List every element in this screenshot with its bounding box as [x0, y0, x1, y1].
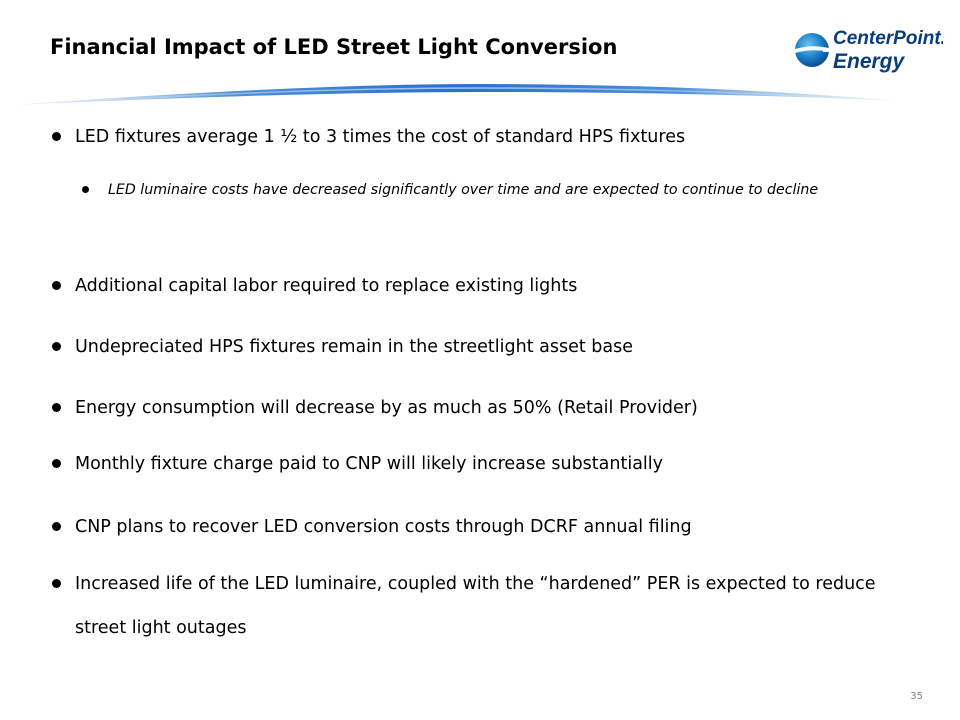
bullet-dot-icon: [52, 579, 61, 588]
centerpoint-energy-logo: CenterPoint. Energy: [795, 28, 943, 73]
bullet-item: Energy consumption will decrease by as m…: [52, 386, 912, 430]
bullet-dot-icon: [82, 186, 89, 193]
bullet-item: Undepreciated HPS fixtures remain in the…: [52, 325, 912, 369]
bullet-text: Energy consumption will decrease by as m…: [75, 398, 698, 418]
sub-bullet-item: LED luminaire costs have decreased signi…: [82, 171, 912, 209]
bullet-dot-icon: [52, 522, 61, 531]
bullet-text: Monthly fixture charge paid to CNP will …: [75, 454, 663, 474]
logo-wordmark-line1: CenterPoint.: [833, 28, 943, 49]
slide-title: Financial Impact of LED Street Light Con…: [50, 35, 618, 59]
bullet-item: Increased life of the LED luminaire, cou…: [52, 562, 912, 650]
bullet-item: LED fixtures average 1 ½ to 3 times the …: [52, 115, 912, 159]
bullet-text: LED luminaire costs have decreased signi…: [108, 182, 819, 198]
bullet-text: CNP plans to recover LED conversion cost…: [75, 517, 692, 537]
logo-wordmark-line2: Energy: [833, 50, 906, 73]
page-number: 35: [910, 691, 923, 702]
bullet-dot-icon: [52, 403, 61, 412]
bullet-text: Undepreciated HPS fixtures remain in the…: [75, 337, 634, 357]
bullet-dot-icon: [52, 459, 61, 468]
bullet-dot-icon: [52, 132, 61, 141]
bullet-item: Monthly fixture charge paid to CNP will …: [52, 442, 912, 486]
bullet-text: LED fixtures average 1 ½ to 3 times the …: [75, 127, 686, 147]
bullet-text: Additional capital labor required to rep…: [75, 276, 578, 296]
bullet-dot-icon: [52, 342, 61, 351]
bullet-text: Increased life of the LED luminaire, cou…: [75, 574, 876, 638]
bullet-dot-icon: [52, 281, 61, 290]
bullet-item: Additional capital labor required to rep…: [52, 264, 912, 308]
bullet-item: CNP plans to recover LED conversion cost…: [52, 505, 912, 549]
header-divider: [12, 84, 900, 105]
